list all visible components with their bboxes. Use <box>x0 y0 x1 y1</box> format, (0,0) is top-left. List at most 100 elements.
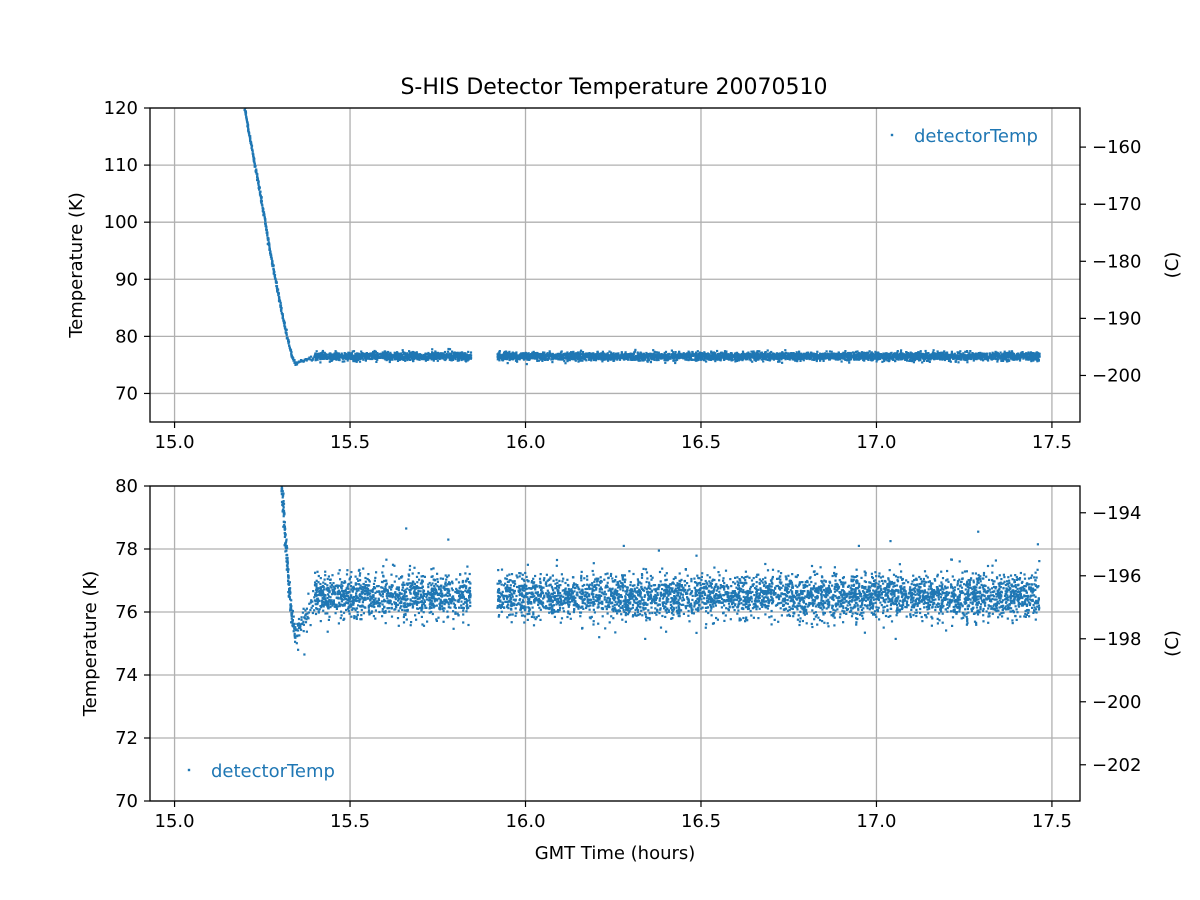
data-point <box>925 353 928 356</box>
data-point <box>864 354 867 357</box>
data-point <box>250 147 253 150</box>
data-point <box>426 356 429 360</box>
data-point <box>966 350 969 353</box>
data-point <box>999 351 1002 354</box>
data-point <box>577 353 580 356</box>
data-point <box>596 352 599 355</box>
data-point <box>401 349 404 352</box>
data-point <box>331 354 334 357</box>
data-point <box>355 353 359 356</box>
data-point <box>558 356 561 359</box>
data-point <box>634 358 637 361</box>
data-point <box>270 255 273 258</box>
data-point <box>418 353 421 356</box>
data-point <box>912 356 915 359</box>
data-point <box>976 352 979 356</box>
data-point <box>393 356 396 359</box>
data-point <box>454 358 457 361</box>
data-point <box>702 358 705 362</box>
data-point <box>879 357 882 360</box>
data-point <box>401 357 404 360</box>
data-point <box>881 360 884 363</box>
data-point <box>684 354 687 357</box>
data-point <box>780 352 783 355</box>
data-point <box>413 356 416 359</box>
data-point <box>862 358 865 362</box>
data-point <box>253 163 256 166</box>
data-point <box>402 351 405 354</box>
data-point <box>718 355 721 358</box>
data-point <box>400 352 403 355</box>
data-point <box>581 356 584 359</box>
data-point <box>577 360 580 363</box>
data-point <box>520 357 523 360</box>
data-point <box>467 357 471 360</box>
data-point <box>384 354 387 357</box>
data-point <box>325 357 328 360</box>
data-point <box>388 360 391 364</box>
data-point <box>594 353 597 356</box>
data-point <box>462 353 465 356</box>
data-point <box>315 350 318 353</box>
data-point <box>305 358 308 361</box>
data-point <box>318 355 321 358</box>
data-point <box>268 244 271 247</box>
data-point <box>943 358 947 362</box>
data-point <box>277 294 280 297</box>
data-point <box>572 353 575 356</box>
data-point <box>697 357 700 360</box>
data-point <box>617 355 620 358</box>
data-point <box>259 194 262 197</box>
data-point <box>873 357 876 360</box>
data-point <box>562 356 565 359</box>
data-point <box>787 356 791 359</box>
data-point <box>301 359 304 362</box>
data-point <box>396 355 399 358</box>
data-point <box>891 358 894 361</box>
data-point <box>302 359 306 363</box>
data-point <box>668 352 671 355</box>
data-point <box>724 356 727 359</box>
data-point <box>763 353 766 356</box>
data-point <box>1032 352 1035 355</box>
data-point <box>414 351 417 354</box>
data-point <box>255 170 258 174</box>
data-point <box>364 359 367 362</box>
data-point <box>343 352 346 355</box>
data-point <box>585 359 588 362</box>
data-point <box>563 360 566 363</box>
data-point <box>1027 353 1031 356</box>
data-point <box>546 353 549 356</box>
data-point <box>396 359 400 362</box>
data-point <box>441 353 444 356</box>
data-point <box>396 357 400 360</box>
data-point <box>642 359 645 362</box>
data-point <box>572 350 575 353</box>
data-point <box>606 353 609 356</box>
data-point <box>279 304 283 307</box>
data-point <box>798 357 801 360</box>
data-point <box>995 352 998 355</box>
data-point <box>910 352 914 355</box>
data-point <box>742 354 745 358</box>
data-point <box>848 351 851 355</box>
data-point <box>373 355 377 358</box>
data-point <box>354 352 357 355</box>
data-point <box>942 357 945 360</box>
data-point <box>376 357 379 360</box>
data-point <box>370 353 373 357</box>
data-point <box>986 352 989 355</box>
data-point <box>889 353 892 356</box>
data-point <box>899 353 902 356</box>
data-point <box>901 352 904 355</box>
data-point <box>386 355 389 358</box>
data-point <box>669 357 672 360</box>
data-point <box>760 351 763 354</box>
data-point <box>745 353 748 356</box>
data-point <box>288 346 291 349</box>
data-point <box>367 354 370 357</box>
data-point <box>905 351 908 354</box>
data-point <box>620 352 623 355</box>
data-point <box>968 355 972 358</box>
